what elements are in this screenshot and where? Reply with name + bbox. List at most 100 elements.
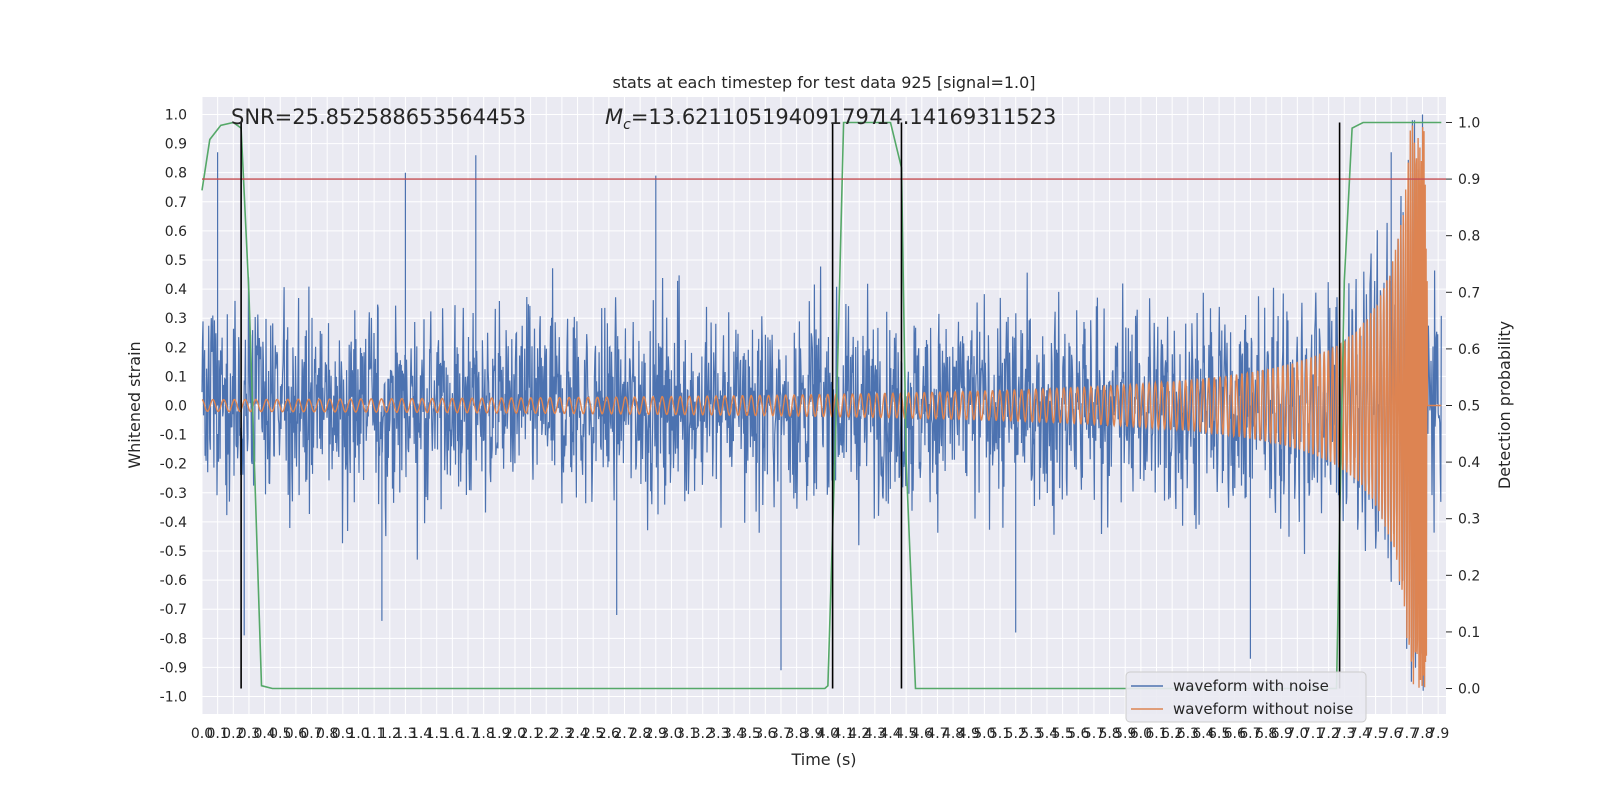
x-tick-label: 5.2 xyxy=(1005,726,1027,742)
x-tick-label: 2.8 xyxy=(629,726,651,742)
y2-tick-label: 0.6 xyxy=(1458,342,1480,358)
y-tick-label: 0.1 xyxy=(165,369,187,385)
x-tick-label: 0.0 xyxy=(191,726,213,742)
y-tick-label: 0.2 xyxy=(165,340,187,356)
x-tick-label: 6.1 xyxy=(1145,726,1167,742)
chirp-mass-subscript: c xyxy=(623,117,631,133)
detection-probability-line xyxy=(201,121,1442,690)
x-tick-label: 3.7 xyxy=(770,726,792,742)
x-tick-label: 4.6 xyxy=(911,726,933,742)
y2-tick-label: 1.0 xyxy=(1458,115,1480,131)
x-tick-label: 5.3 xyxy=(1020,726,1042,742)
x-tick-label: 1.1 xyxy=(363,726,385,742)
x-tick-labels: 0.00.10.20.30.40.50.60.70.80.91.01.11.21… xyxy=(191,726,1449,742)
y-axis-label: Whitened strain xyxy=(125,341,144,468)
x-axis-label: Time (s) xyxy=(790,750,856,769)
y2-tick-label: 0.8 xyxy=(1458,229,1480,245)
legend: waveform with noise waveform without noi… xyxy=(1125,671,1367,723)
y-tick-label: 0.8 xyxy=(165,166,187,182)
overlapping-annotation: 14.14169311523 xyxy=(876,105,1056,129)
x-tick-label: 5.6 xyxy=(1067,726,1089,742)
x-tick-label: 0.2 xyxy=(222,726,244,742)
x-tick-label: 3.1 xyxy=(676,726,698,742)
x-tick-label: 4.1 xyxy=(832,726,854,742)
x-tick-label: 2.4 xyxy=(566,726,588,742)
x-tick-label: 1.5 xyxy=(426,726,448,742)
y-tick-label: 0.0 xyxy=(165,399,187,415)
x-tick-label: 4.8 xyxy=(942,726,964,742)
x-tick-label: 4.9 xyxy=(958,726,980,742)
x-tick-label: 5.5 xyxy=(1051,726,1073,742)
y-tick-label: 0.6 xyxy=(165,224,187,240)
chart-title: stats at each timestep for test data 925… xyxy=(612,73,1035,92)
x-tick-label: 7.0 xyxy=(1286,726,1308,742)
x-tick-label: 2.0 xyxy=(504,726,526,742)
x-tick-label: 4.3 xyxy=(864,726,886,742)
x-tick-label: 0.3 xyxy=(238,726,260,742)
y-tick-label: -0.3 xyxy=(160,486,187,502)
x-tick-label: 3.8 xyxy=(785,726,807,742)
chirp-mass-value: =13.621105194091797 xyxy=(631,105,882,129)
y-tick-label: 0.7 xyxy=(165,195,187,211)
x-tick-label: 6.3 xyxy=(1177,726,1199,742)
y-tick-label: 0.5 xyxy=(165,253,187,269)
y-tick-label: -0.8 xyxy=(160,631,187,647)
x-tick-label: 3.9 xyxy=(801,726,823,742)
chirp-mass-annotation: Mc=13.621105194091797 xyxy=(605,105,882,133)
y-tick-label: -0.9 xyxy=(160,660,187,676)
legend-label-noise: waveform with noise xyxy=(1173,677,1329,695)
y-tick-label: -0.4 xyxy=(160,515,187,531)
x-tick-label: 1.4 xyxy=(410,726,432,742)
x-tick-label: 0.9 xyxy=(332,726,354,742)
legend-label-clean: waveform without noise xyxy=(1173,700,1353,718)
x-tick-label: 7.8 xyxy=(1411,726,1433,742)
y-tick-label: 0.4 xyxy=(165,282,187,298)
detection-probability-series xyxy=(201,121,1442,690)
y-tick-label: -0.7 xyxy=(160,602,187,618)
y-tick-label: -0.2 xyxy=(160,457,187,473)
y2-tick-label: 0.3 xyxy=(1458,512,1480,528)
x-tick-label: 3.3 xyxy=(707,726,729,742)
x-tick-label: 3.5 xyxy=(739,726,761,742)
x-tick-label: 6.7 xyxy=(1239,726,1261,742)
snr-annotation: SNR=25.852588653564453 xyxy=(231,105,526,129)
y-tick-label: -0.6 xyxy=(160,573,187,589)
x-tick-label: 0.7 xyxy=(300,726,322,742)
x-tick-label: 4.0 xyxy=(817,726,839,742)
x-tick-label: 2.9 xyxy=(645,726,667,742)
y2-tick-labels: 1.0 0.9 0.8 0.7 0.6 0.5 0.4 0.3 0.2 0.1 0.0 xyxy=(1446,115,1480,698)
x-tick-label: 7.4 xyxy=(1349,726,1371,742)
x-tick-label: 4.5 xyxy=(895,726,917,742)
x-tick-label: 6.8 xyxy=(1255,726,1277,742)
x-tick-label: 7.9 xyxy=(1427,726,1449,742)
y2-tick-label: 0.2 xyxy=(1458,568,1480,584)
x-tick-label: 4.7 xyxy=(926,726,948,742)
x-tick-label: 0.4 xyxy=(253,726,275,742)
waveform-without-noise-series xyxy=(201,125,1442,688)
x-tick-label: 2.6 xyxy=(598,726,620,742)
x-tick-label: 1.8 xyxy=(473,726,495,742)
x-tick-label: 7.6 xyxy=(1380,726,1402,742)
x-tick-label: 2.2 xyxy=(535,726,557,742)
y-tick-label: 0.3 xyxy=(165,311,187,327)
x-tick-label: 0.5 xyxy=(269,726,291,742)
x-tick-label: 5.1 xyxy=(989,726,1011,742)
x-tick-label: 2.5 xyxy=(582,726,604,742)
x-tick-label: 6.2 xyxy=(1161,726,1183,742)
x-tick-label: 1.9 xyxy=(488,726,510,742)
detection-markers xyxy=(240,122,1341,689)
x-tick-label: 3.0 xyxy=(660,726,682,742)
x-tick-label: 4.4 xyxy=(879,726,901,742)
x-tick-label: 1.2 xyxy=(379,726,401,742)
x-tick-label: 5.0 xyxy=(973,726,995,742)
x-tick-label: 7.5 xyxy=(1364,726,1386,742)
x-tick-label: 6.9 xyxy=(1271,726,1293,742)
x-tick-label: 3.4 xyxy=(723,726,745,742)
x-tick-label: 0.6 xyxy=(285,726,307,742)
y-tick-label: -0.5 xyxy=(160,544,187,560)
x-tick-label: 3.6 xyxy=(754,726,776,742)
y2-axis-label: Detection probability xyxy=(1495,321,1514,489)
x-tick-label: 4.2 xyxy=(848,726,870,742)
x-tick-label: 2.3 xyxy=(551,726,573,742)
